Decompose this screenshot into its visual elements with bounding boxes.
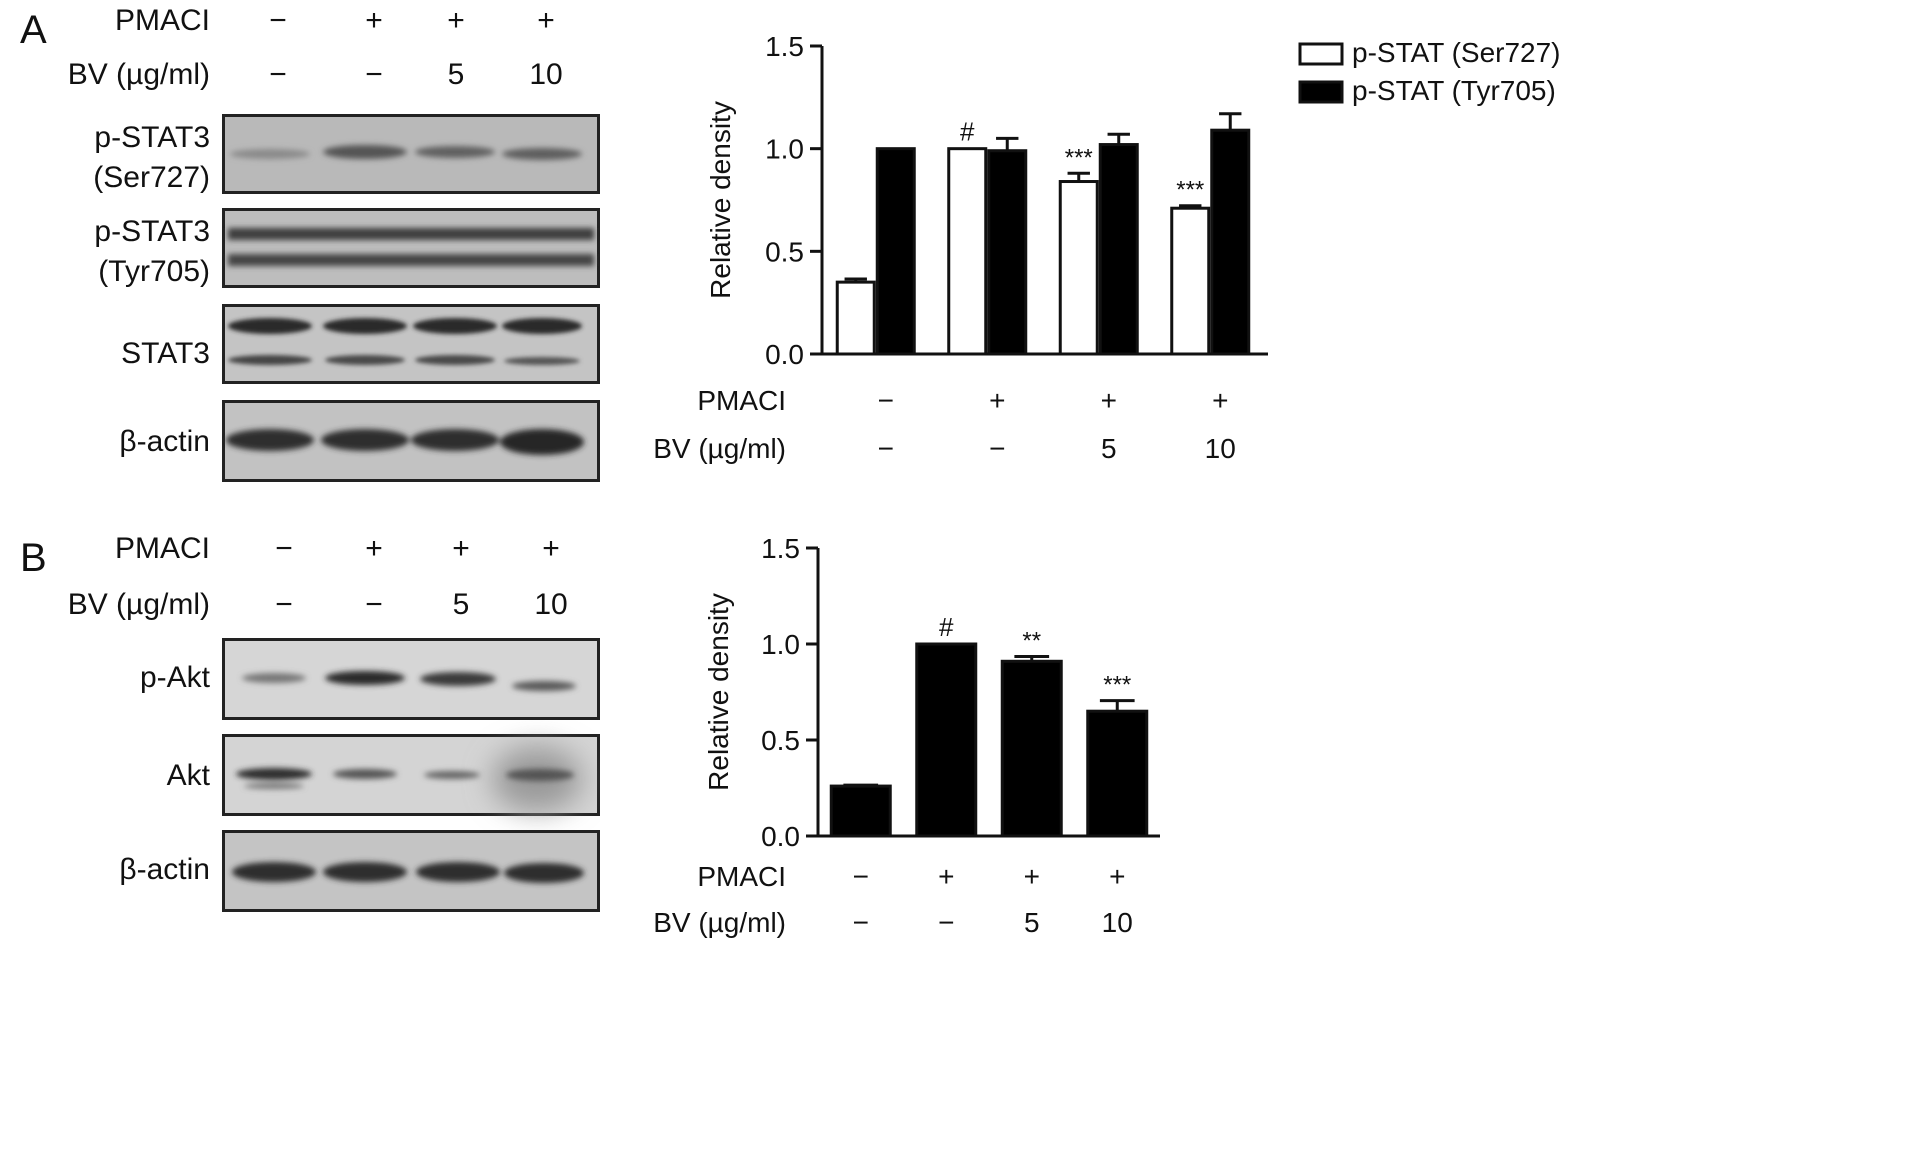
- blot-label-stat3: STAT3: [121, 337, 210, 370]
- panel-b-pmaci-lane-2: +: [365, 532, 383, 565]
- x-row-value: 5: [1101, 433, 1117, 464]
- blot-p-akt: [222, 638, 600, 720]
- x-row-label: PMACI: [697, 861, 786, 892]
- blot-label-line1: p-STAT3: [94, 121, 210, 154]
- bar: [1058, 180, 1099, 356]
- panel-a-bv-lane-4: 10: [529, 58, 563, 91]
- x-row-value: −: [853, 907, 869, 938]
- x-row-value: −: [989, 433, 1005, 464]
- blot-label-beta-actin-a: β-actin: [119, 425, 210, 458]
- panel-a-western-blots: [222, 114, 600, 482]
- bar: [987, 149, 1028, 356]
- panel-b-letter: B: [20, 536, 47, 580]
- panel-a-bv-lane-2: −: [365, 58, 383, 91]
- blot-label-akt: Akt: [166, 759, 210, 792]
- panel-b-pmaci-lane-3: +: [452, 532, 470, 565]
- bar: [1086, 709, 1149, 838]
- bar: [1098, 143, 1139, 356]
- y-tick-label: 1.0: [765, 134, 804, 165]
- blot-p-stat3-ser727: [222, 114, 600, 194]
- panel-b-bv-label: BV (µg/ml): [67, 588, 210, 621]
- bar: [915, 642, 978, 838]
- panel-a-pmaci-lane-2: +: [365, 4, 383, 37]
- panel-b-bv-lane-2: −: [365, 588, 383, 621]
- blot-label-line1: p-STAT3: [94, 215, 210, 248]
- x-row-label: BV (µg/ml): [653, 433, 786, 464]
- y-tick-label: 0.0: [765, 339, 804, 370]
- x-row-value: 10: [1205, 433, 1236, 464]
- bar: [1170, 206, 1211, 356]
- bar: [947, 147, 988, 356]
- panel-a-bv-lane-3: 5: [447, 58, 465, 91]
- y-tick-label: 0.5: [761, 725, 800, 756]
- bar-annotation: ***: [1065, 144, 1093, 171]
- bar: [1000, 659, 1063, 838]
- panel-b-western-blots: [222, 638, 600, 912]
- x-row-value: −: [938, 907, 954, 938]
- panel-a-pmaci-lane-3: +: [447, 4, 465, 37]
- bar: [835, 280, 876, 356]
- panel-a-pmaci-lane-1: −: [269, 4, 287, 37]
- x-row-value: +: [1101, 385, 1117, 416]
- panel-a-pmaci-lane-4: +: [537, 4, 555, 37]
- y-tick-label: 1.5: [765, 31, 804, 62]
- x-row-value: 10: [1102, 907, 1133, 938]
- bar-annotation: #: [960, 117, 975, 147]
- y-tick-label: 1.0: [761, 629, 800, 660]
- panel-b-bv-lane-1: −: [275, 588, 293, 621]
- panel-b-pmaci-label: PMACI: [114, 532, 210, 565]
- bar: [875, 147, 916, 356]
- y-tick-label: 0.0: [761, 821, 800, 852]
- legend-swatch: [1298, 42, 1344, 66]
- blot-stat3: [222, 304, 600, 384]
- panel-a-pmaci-label: PMACI: [114, 4, 210, 37]
- panel-a-bv-lane-1: −: [269, 58, 287, 91]
- x-row-value: +: [1212, 385, 1228, 416]
- x-row-value: 5: [1024, 907, 1040, 938]
- x-row-value: +: [989, 385, 1005, 416]
- x-row-value: −: [878, 433, 894, 464]
- bar-annotation: ***: [1103, 672, 1131, 699]
- blot-label-p-akt: p-Akt: [139, 661, 210, 694]
- x-row-label: BV (µg/ml): [653, 907, 786, 938]
- bar-annotation: #: [939, 612, 954, 642]
- bar-annotation: **: [1022, 627, 1041, 654]
- x-row-value: +: [1109, 861, 1125, 892]
- panel-b-bv-lane-4: 10: [534, 588, 568, 621]
- y-tick-label: 1.5: [761, 533, 800, 564]
- x-row-value: +: [938, 861, 954, 892]
- blot-beta-actin-b: [222, 830, 600, 912]
- blot-label-line2: (Tyr705): [98, 255, 210, 288]
- panel-a-bv-label: BV (µg/ml): [67, 58, 210, 91]
- x-row-value: −: [878, 385, 894, 416]
- legend-label: p-STAT (Ser727): [1352, 37, 1561, 68]
- legend-swatch: [1298, 80, 1344, 104]
- panel-b-pmaci-lane-4: +: [542, 532, 560, 565]
- blot-akt: [222, 734, 600, 816]
- y-axis-label: Relative density: [705, 101, 736, 299]
- bar: [1210, 128, 1251, 356]
- blot-label-line2: (Ser727): [93, 161, 210, 194]
- blot-label-p-stat3-ser727: p-STAT3 (Ser727): [60, 118, 210, 198]
- panel-b-pmaci-lane-1: −: [275, 532, 293, 565]
- x-row-label: PMACI: [697, 385, 786, 416]
- blot-label-p-stat3-tyr705: p-STAT3 (Tyr705): [60, 212, 210, 292]
- bar: [829, 784, 892, 838]
- legend-label: p-STAT (Tyr705): [1352, 75, 1556, 106]
- chart-a: 0.0 0.5 1.0 1.5 Relative density # *** *** PMACI…: [653, 31, 1561, 464]
- blot-beta-actin-a: [222, 400, 600, 482]
- x-row-value: −: [853, 861, 869, 892]
- y-axis-label: Relative density: [703, 593, 734, 791]
- blot-p-stat3-tyr705: [222, 208, 600, 288]
- x-row-value: +: [1024, 861, 1040, 892]
- panel-b-bv-lane-3: 5: [452, 588, 470, 621]
- bar-annotation: ***: [1176, 177, 1204, 204]
- blot-label-beta-actin-b: β-actin: [119, 853, 210, 886]
- panel-a-letter: A: [20, 8, 47, 52]
- y-tick-label: 0.5: [765, 236, 804, 267]
